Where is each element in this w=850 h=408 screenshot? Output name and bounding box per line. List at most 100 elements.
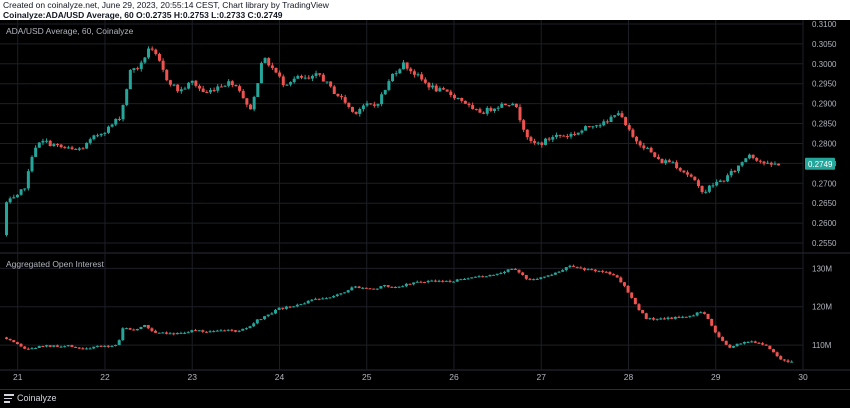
last-price-label: 0.2749: [808, 160, 833, 169]
candle-body: [45, 140, 49, 142]
candle-body: [478, 109, 482, 113]
candle-body: [594, 125, 598, 127]
candle-body: [212, 331, 216, 333]
candle-body: [590, 269, 594, 271]
candle-body: [733, 170, 737, 172]
candle-body: [88, 139, 92, 143]
candle-body: [689, 174, 693, 177]
candle-body: [474, 109, 478, 111]
candle-body: [664, 160, 668, 164]
candle-body: [460, 97, 464, 101]
candle-body: [615, 275, 619, 278]
candle-body: [248, 326, 252, 329]
candle-body: [423, 281, 427, 283]
candle-body: [379, 286, 383, 289]
candle-body: [41, 346, 45, 348]
candle-body: [274, 67, 278, 73]
candle-body: [735, 343, 739, 347]
candle-body: [481, 276, 485, 278]
candle-body: [790, 361, 794, 363]
candle-body: [154, 330, 158, 333]
candle-body: [692, 315, 696, 317]
candle-body: [565, 136, 569, 138]
candle-body: [502, 271, 506, 274]
candle-body: [12, 340, 16, 343]
price-candles: [5, 46, 781, 237]
candle-body: [176, 84, 180, 92]
candle-body: [252, 96, 256, 110]
candle-body: [48, 345, 52, 347]
candle-body: [8, 338, 12, 341]
candle-body: [165, 69, 169, 81]
candle-body: [234, 85, 238, 87]
candle-body: [8, 198, 12, 203]
candle-body: [204, 331, 208, 333]
candle-body: [557, 271, 561, 273]
candle-body: [452, 281, 456, 283]
candle-body: [335, 294, 339, 296]
candle-body: [285, 84, 289, 86]
candle-body: [678, 168, 682, 171]
candle-body: [168, 80, 172, 85]
price-pane-title: ADA/USD Average, 60, Coinalyze: [6, 26, 134, 36]
candle-body: [314, 73, 318, 76]
candle-body: [532, 279, 536, 281]
candle-body: [383, 285, 387, 287]
candle-body: [161, 60, 165, 70]
candle-body: [722, 180, 726, 182]
candle-body: [441, 280, 445, 282]
candle-body: [383, 89, 387, 95]
candle-body: [671, 162, 675, 164]
candle-body: [420, 74, 424, 80]
candle-body: [329, 81, 333, 87]
candle-body: [59, 144, 63, 148]
candle-body: [110, 345, 114, 347]
candle-body: [576, 132, 580, 135]
candle-body: [423, 79, 427, 83]
candle-body: [394, 73, 398, 75]
candle-body: [346, 290, 350, 293]
candle-body: [321, 74, 325, 82]
candle-body: [74, 346, 78, 348]
candle-body: [190, 330, 194, 333]
candle-body: [357, 286, 361, 289]
candle-body: [758, 160, 762, 162]
candle-body: [114, 118, 118, 125]
candle-body: [744, 158, 748, 163]
candle-body: [496, 107, 500, 109]
candle-body: [695, 312, 699, 316]
candle-body: [23, 346, 27, 349]
chart-canvas[interactable]: 21 22 23 24 25 26 27 28 29 30 0.3100 0.3050 0.3000 0.…: [0, 20, 850, 389]
candle-body: [656, 156, 660, 159]
candle-body: [361, 287, 365, 289]
candle-body: [84, 348, 88, 350]
candle-body: [777, 163, 781, 166]
candle-body: [255, 319, 259, 324]
candle-body: [604, 271, 608, 273]
candle-body: [183, 332, 187, 334]
candle-body: [241, 328, 245, 331]
candle-body: [626, 285, 630, 293]
candle-body: [630, 292, 634, 298]
candle-body: [325, 81, 329, 83]
candle-body: [653, 152, 657, 157]
candle-body: [700, 185, 704, 192]
candle-body: [208, 331, 212, 333]
candle-body: [310, 299, 314, 301]
candle-body: [675, 162, 679, 169]
candle-body: [401, 286, 405, 288]
candle-body: [507, 105, 511, 107]
candle-body: [573, 133, 577, 135]
candle-body: [205, 91, 209, 93]
candle-body: [172, 333, 176, 335]
candle-body: [303, 303, 307, 305]
candle-body: [408, 283, 412, 285]
brand-label[interactable]: Coinalyze: [17, 393, 57, 403]
chart-background: [0, 20, 850, 389]
candle-body: [227, 81, 231, 86]
candle-body: [529, 137, 533, 142]
candle-body: [376, 104, 380, 106]
candle-body: [121, 328, 125, 341]
candle-body: [208, 89, 212, 93]
candle-body: [307, 77, 311, 79]
